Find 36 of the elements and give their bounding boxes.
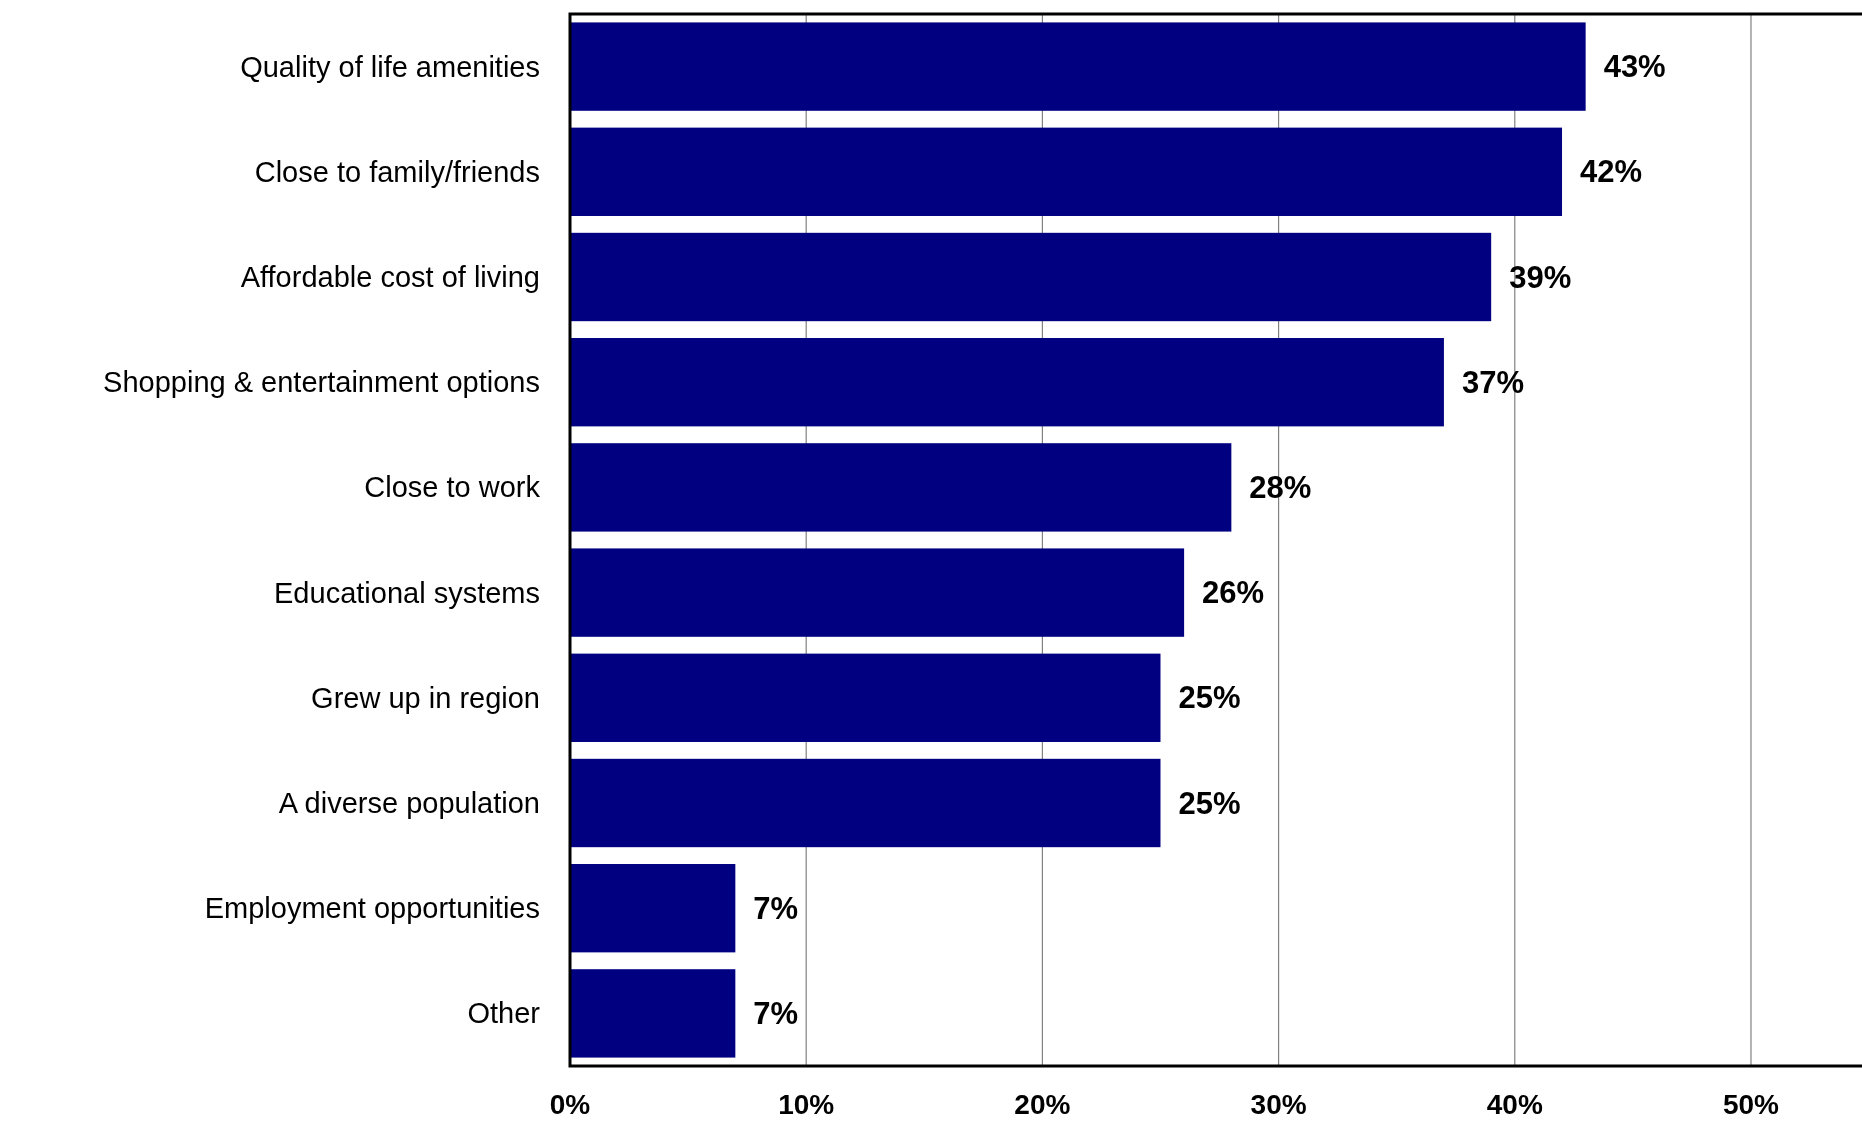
bar	[570, 758, 1161, 848]
y-tick-label: Close to work	[364, 471, 541, 504]
y-tick-label: Quality of life amenities	[240, 50, 540, 83]
data-label: 7%	[753, 995, 799, 1031]
y-tick-label: A diverse population	[278, 787, 540, 819]
data-label: 25%	[1178, 785, 1241, 821]
y-tick-label: Employment opportunities	[204, 892, 540, 925]
data-label: 7%	[753, 890, 799, 926]
bar	[570, 653, 1161, 742]
data-label: 42%	[1580, 154, 1643, 190]
bar	[570, 127, 1563, 216]
y-tick-label: Close to family/friends	[254, 155, 540, 188]
x-tick-label: 50%	[1722, 1089, 1780, 1120]
data-label: 28%	[1249, 469, 1312, 505]
x-tick-label: 10%	[778, 1089, 835, 1120]
bar	[570, 338, 1444, 427]
x-tick-label: 20%	[1014, 1089, 1071, 1120]
y-tick-label: Affordable cost of living	[240, 261, 540, 293]
y-tick-label: Educational systems	[274, 576, 540, 609]
bar	[570, 864, 736, 953]
bar	[570, 22, 1586, 111]
x-tick-label: 40%	[1486, 1089, 1543, 1120]
y-tick-label: Grew up in region	[311, 681, 540, 714]
bar	[570, 232, 1492, 322]
data-label: 39%	[1509, 259, 1572, 295]
bar	[570, 443, 1232, 532]
x-tick-label: 30%	[1250, 1089, 1307, 1120]
y-tick-label: Shopping & entertainment options	[103, 366, 540, 399]
data-label: 26%	[1202, 575, 1265, 611]
bar	[570, 548, 1185, 637]
x-tick-label: 0%	[549, 1089, 591, 1120]
data-label: 37%	[1461, 364, 1524, 400]
bar	[570, 969, 736, 1058]
y-tick-label: Other	[467, 997, 541, 1030]
data-label: 25%	[1178, 680, 1241, 716]
data-label: 43%	[1603, 49, 1666, 85]
